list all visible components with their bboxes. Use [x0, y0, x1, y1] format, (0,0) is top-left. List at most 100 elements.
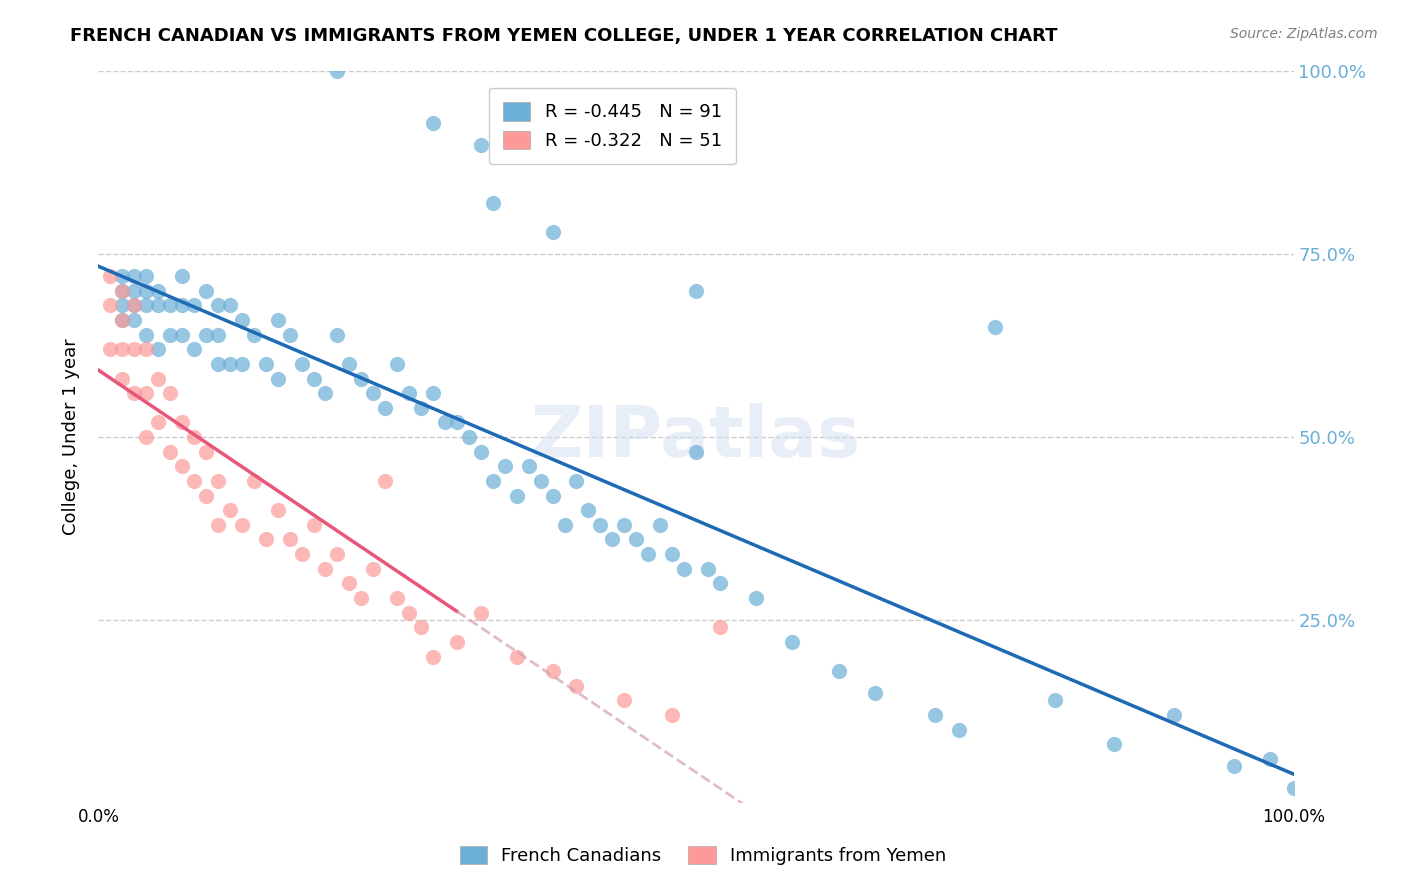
Point: [470, 137, 492, 152]
Point: [422, 649, 444, 664]
Point: [565, 474, 588, 488]
Point: [159, 327, 181, 342]
Point: [1222, 759, 1246, 773]
Point: [124, 284, 146, 298]
Point: [626, 533, 648, 547]
Point: [98, 298, 122, 312]
Point: [481, 474, 505, 488]
Point: [243, 474, 266, 488]
Point: [374, 401, 396, 415]
Point: [470, 444, 492, 458]
Point: [124, 298, 146, 312]
Point: [924, 708, 946, 723]
Point: [315, 562, 337, 576]
Point: [576, 503, 599, 517]
Point: [302, 371, 325, 385]
Point: [411, 401, 433, 415]
Point: [506, 649, 529, 664]
Point: [780, 635, 803, 649]
Point: [135, 343, 157, 357]
Legend: R = -0.445   N = 91, R = -0.322   N = 51: R = -0.445 N = 91, R = -0.322 N = 51: [488, 87, 737, 164]
Point: [183, 343, 205, 357]
Point: [863, 686, 887, 700]
Point: [411, 620, 433, 634]
Point: [433, 416, 456, 430]
Point: [207, 474, 229, 488]
Point: [207, 357, 229, 371]
Point: [1258, 752, 1281, 766]
Point: [183, 430, 205, 444]
Text: ZIPatlas: ZIPatlas: [531, 402, 860, 472]
Point: [661, 708, 683, 723]
Point: [135, 298, 157, 312]
Point: [661, 547, 683, 561]
Point: [613, 517, 636, 532]
Point: [219, 503, 242, 517]
Point: [554, 517, 576, 532]
Point: [172, 269, 194, 284]
Point: [709, 576, 731, 591]
Text: FRENCH CANADIAN VS IMMIGRANTS FROM YEMEN COLLEGE, UNDER 1 YEAR CORRELATION CHART: FRENCH CANADIAN VS IMMIGRANTS FROM YEMEN…: [70, 27, 1057, 45]
Point: [648, 517, 672, 532]
Point: [124, 343, 146, 357]
Point: [194, 284, 218, 298]
Point: [148, 284, 170, 298]
Point: [135, 430, 157, 444]
Point: [446, 635, 468, 649]
Point: [278, 533, 301, 547]
Point: [172, 459, 194, 474]
Point: [302, 517, 325, 532]
Point: [1102, 737, 1125, 751]
Point: [1043, 693, 1066, 707]
Point: [398, 386, 420, 401]
Point: [183, 474, 205, 488]
Point: [267, 313, 290, 327]
Point: [183, 298, 205, 312]
Point: [148, 371, 170, 385]
Point: [111, 269, 134, 284]
Point: [267, 371, 290, 385]
Point: [172, 416, 194, 430]
Point: [148, 343, 170, 357]
Point: [565, 679, 588, 693]
Point: [159, 386, 181, 401]
Point: [98, 343, 122, 357]
Point: [685, 444, 707, 458]
Point: [111, 343, 134, 357]
Point: [1282, 781, 1305, 796]
Point: [339, 576, 360, 591]
Point: [398, 606, 420, 620]
Legend: French Canadians, Immigrants from Yemen: French Canadians, Immigrants from Yemen: [451, 837, 955, 874]
Point: [111, 284, 134, 298]
Point: [363, 386, 385, 401]
Point: [124, 269, 146, 284]
Point: [219, 357, 242, 371]
Point: [637, 547, 659, 561]
Point: [613, 693, 636, 707]
Point: [470, 606, 492, 620]
Point: [231, 357, 253, 371]
Point: [984, 320, 1007, 334]
Point: [148, 416, 170, 430]
Point: [541, 489, 564, 503]
Point: [219, 298, 242, 312]
Point: [98, 269, 122, 284]
Point: [422, 115, 444, 129]
Point: [278, 327, 301, 342]
Point: [207, 517, 229, 532]
Point: [291, 547, 314, 561]
Point: [172, 298, 194, 312]
Text: Source: ZipAtlas.com: Source: ZipAtlas.com: [1230, 27, 1378, 41]
Point: [458, 430, 481, 444]
Point: [350, 371, 373, 385]
Point: [529, 474, 551, 488]
Point: [267, 503, 290, 517]
Point: [506, 489, 529, 503]
Point: [148, 298, 170, 312]
Point: [494, 459, 516, 474]
Point: [254, 533, 277, 547]
Point: [194, 489, 218, 503]
Point: [111, 313, 134, 327]
Point: [745, 591, 768, 605]
Point: [243, 327, 266, 342]
